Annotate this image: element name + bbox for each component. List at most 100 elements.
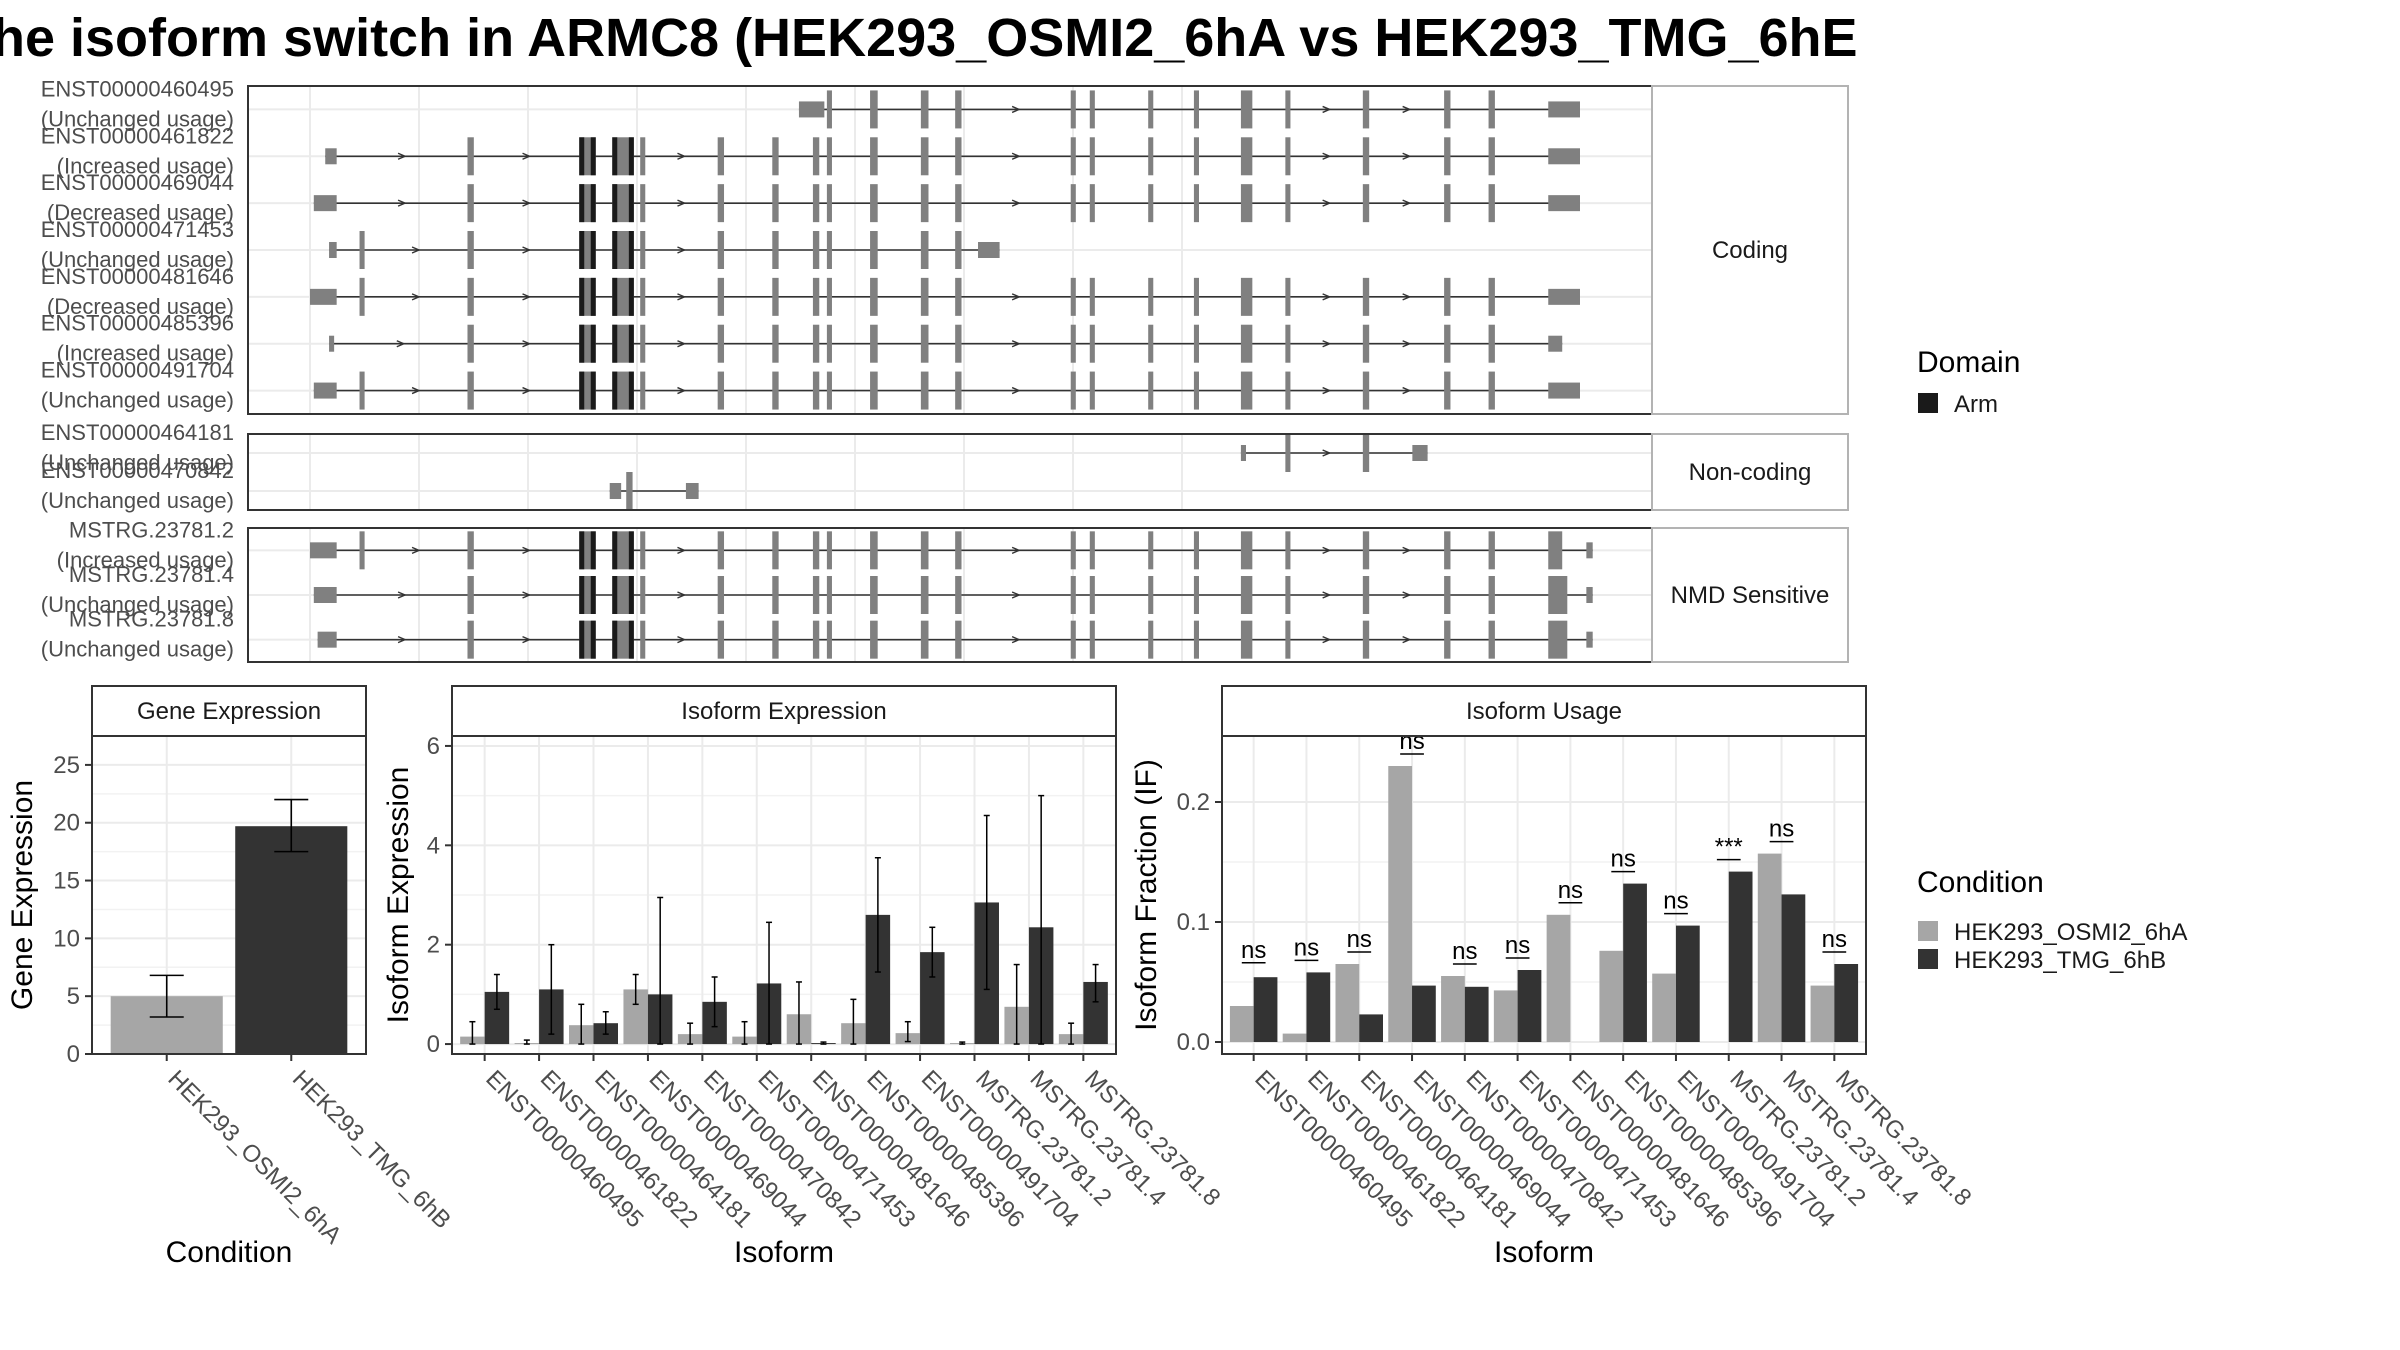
exon — [1444, 90, 1451, 129]
facet-strip-label: NMD Sensitive — [1671, 582, 1830, 609]
exon — [772, 231, 779, 269]
exon — [1240, 184, 1253, 223]
bar — [1810, 985, 1835, 1042]
domain-arm — [590, 277, 596, 316]
exon — [1148, 620, 1154, 659]
exon — [920, 137, 929, 176]
intron-arrow — [1322, 152, 1332, 160]
exon — [1148, 137, 1154, 176]
exon — [870, 324, 878, 363]
exon — [1488, 371, 1495, 410]
exon — [1362, 434, 1370, 472]
exon — [955, 531, 962, 570]
domain-arm — [628, 531, 634, 570]
exon — [955, 371, 962, 410]
exon — [870, 576, 878, 614]
exon — [826, 371, 832, 410]
exon — [1548, 101, 1580, 118]
exon — [870, 620, 878, 659]
exon — [1089, 277, 1095, 316]
exon — [1193, 137, 1199, 176]
bar — [1757, 853, 1782, 1042]
exon — [920, 371, 929, 410]
exon — [1488, 277, 1495, 316]
significance-label: ns — [1452, 938, 1477, 965]
bar — [1834, 964, 1859, 1042]
intron-arrow — [397, 636, 407, 644]
y-tick-label: 0.1 — [1177, 909, 1210, 936]
exon — [1586, 542, 1593, 559]
exon — [359, 231, 365, 269]
y-tick-label: 20 — [53, 810, 80, 837]
y-axis-title: Isoform Fraction (IF) — [1130, 759, 1163, 1031]
bar — [235, 826, 348, 1054]
transcript-usage-label: (Decreased usage) — [47, 200, 234, 225]
exon — [717, 371, 725, 410]
transcript-usage-label: (Decreased usage) — [47, 294, 234, 319]
y-tick-label: 0 — [427, 1031, 440, 1058]
exon — [1548, 148, 1580, 165]
intron-arrow — [1011, 386, 1021, 395]
intron-arrow — [1402, 386, 1412, 395]
legend-key-arm — [1918, 393, 1938, 413]
exon — [1488, 137, 1495, 176]
exon — [626, 472, 633, 510]
transcript-id-label: MSTRG.23781.2 — [69, 517, 234, 542]
x-axis-title: Isoform — [734, 1236, 834, 1269]
exon — [1285, 184, 1291, 223]
transcript-usage-label: (Unchanged usage) — [41, 388, 234, 413]
exon — [870, 137, 878, 176]
exon — [467, 324, 474, 363]
exon — [612, 371, 634, 410]
domain-arm — [590, 184, 596, 223]
domain-arm — [590, 576, 596, 614]
exon — [1586, 587, 1593, 603]
intron-arrow — [1322, 105, 1332, 114]
exon — [772, 324, 779, 363]
transcript-id-label: ENST00000471453 — [41, 217, 234, 242]
exon — [359, 531, 365, 570]
domain-arm — [612, 371, 618, 410]
significance-label: ns — [1663, 888, 1688, 915]
exon — [772, 576, 779, 614]
exon — [1548, 335, 1563, 352]
transcript-usage-label: (Unchanged usage) — [41, 592, 234, 617]
intron-arrow — [396, 340, 406, 348]
exon — [1089, 371, 1095, 410]
intron-arrow — [522, 636, 532, 644]
exon — [1444, 137, 1451, 176]
bar — [1728, 871, 1753, 1042]
bar — [1412, 985, 1436, 1042]
exon — [467, 531, 474, 570]
exon — [920, 231, 929, 269]
bar — [1464, 986, 1489, 1042]
exon — [1089, 620, 1095, 659]
intron-arrow — [1402, 199, 1412, 207]
exon — [870, 231, 878, 269]
exon — [812, 231, 820, 269]
significance-label: ns — [1241, 937, 1266, 964]
panel-title: Isoform Expression — [681, 698, 886, 725]
exon — [467, 620, 474, 659]
exon — [1070, 371, 1076, 410]
intron-arrow — [1322, 636, 1332, 644]
legend-label: HEK293_TMG_6hB — [1954, 947, 2166, 974]
exon — [640, 620, 646, 659]
facet-strip-label: Coding — [1712, 237, 1788, 264]
exon — [1285, 90, 1291, 129]
intron-arrow — [522, 386, 532, 395]
exon — [798, 101, 825, 118]
transcript-usage-label: (Increased usage) — [57, 341, 234, 366]
bar — [1253, 977, 1278, 1042]
domain-arm — [590, 371, 596, 410]
exon — [1089, 90, 1095, 129]
exon — [826, 137, 832, 176]
intron-arrow — [677, 246, 687, 254]
exon — [1548, 195, 1580, 212]
exon — [1548, 531, 1563, 570]
exon — [772, 137, 779, 176]
exon — [1362, 90, 1370, 129]
exon — [812, 620, 820, 659]
bar — [1781, 894, 1806, 1042]
y-tick-label: 0.0 — [1177, 1029, 1210, 1056]
